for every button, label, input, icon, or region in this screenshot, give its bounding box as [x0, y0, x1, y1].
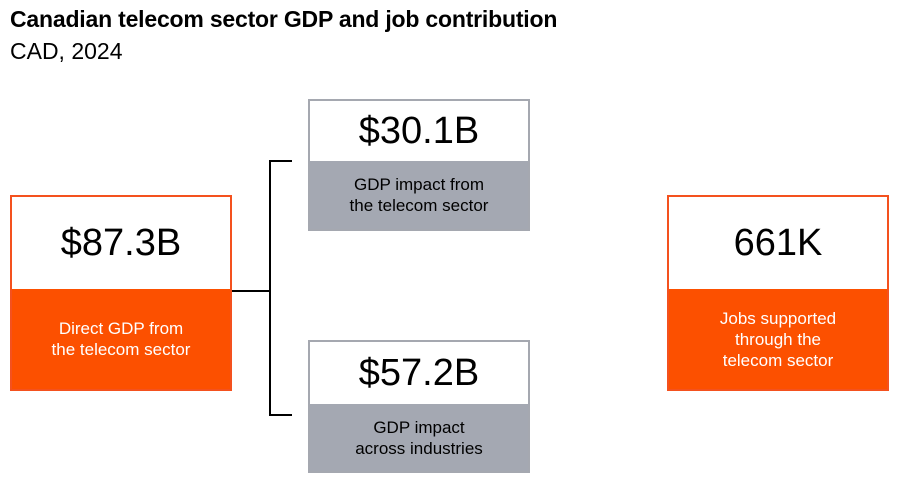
jobs-box: 661K Jobs supported through the telecom …: [667, 195, 889, 391]
chart-title: Canadian telecom sector GDP and job cont…: [10, 6, 558, 32]
jobs-label: Jobs supported through the telecom secto…: [669, 289, 887, 389]
telecom-impact-box: $30.1B GDP impact from the telecom secto…: [308, 99, 530, 231]
chart-subtitle: CAD, 2024: [10, 38, 123, 64]
jobs-value: 661K: [669, 197, 887, 289]
industries-impact-value: $57.2B: [310, 342, 528, 404]
industries-impact-box: $57.2B GDP impact across industries: [308, 340, 530, 473]
telecom-impact-label: GDP impact from the telecom sector: [310, 161, 528, 229]
direct-gdp-value: $87.3B: [12, 197, 230, 289]
direct-gdp-label: Direct GDP from the telecom sector: [12, 289, 230, 389]
industries-impact-label: GDP impact across industries: [310, 404, 528, 471]
telecom-impact-value: $30.1B: [310, 101, 528, 161]
direct-gdp-box: $87.3B Direct GDP from the telecom secto…: [10, 195, 232, 391]
